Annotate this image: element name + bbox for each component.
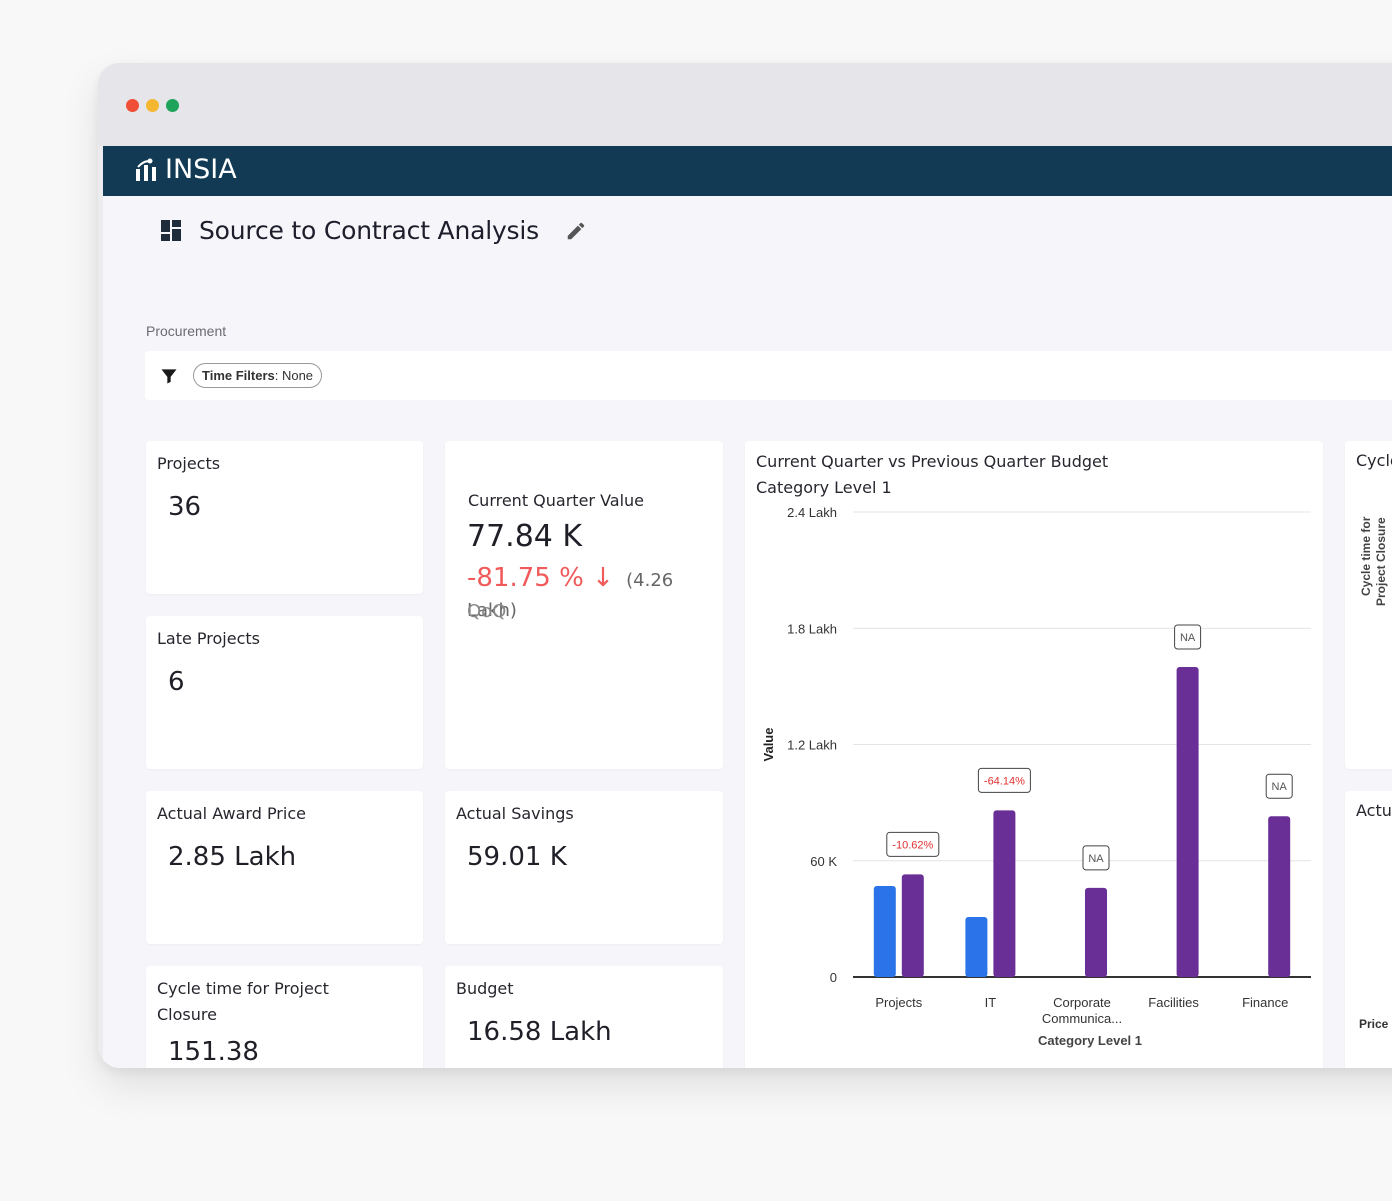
filter-bar: Time Filters: None bbox=[145, 351, 1392, 400]
cycle-time-title-line1: Cycle time for Project bbox=[157, 979, 329, 998]
close-window-button[interactable] bbox=[126, 99, 139, 112]
cycle-time-chart-title: Cycle bbox=[1356, 451, 1392, 470]
cycle-time-title: Cycle time for Project Closure bbox=[157, 976, 329, 1028]
bar-previous bbox=[1268, 816, 1291, 977]
actual-savings-value: 59.01 K bbox=[467, 842, 567, 872]
chart-title: Current Quarter vs Previous Quarter Budg… bbox=[756, 452, 1109, 471]
y-tick-label: 60 K bbox=[810, 854, 837, 869]
time-filter-value: : None bbox=[274, 368, 314, 383]
cycle-time-card[interactable]: Cycle time for Project Closure 151.38 bbox=[146, 966, 423, 1068]
actual-chart-card[interactable]: Actu Price bbox=[1345, 791, 1392, 1068]
filter-icon[interactable] bbox=[159, 366, 179, 386]
cycle-time-chart-card[interactable]: Cycle Cycle time for Project Closure bbox=[1345, 441, 1392, 769]
edit-pencil-icon[interactable] bbox=[565, 220, 587, 242]
app-window: INSIA Source to Contract Analysis Procur… bbox=[98, 63, 1392, 1068]
y-tick-label: 1.2 Lakh bbox=[787, 738, 837, 753]
cycle-time-value: 151.38 bbox=[168, 1037, 259, 1067]
late-projects-value: 6 bbox=[168, 667, 185, 697]
app-name: INSIA bbox=[165, 154, 237, 185]
qoq-change-percent: -81.75 % bbox=[467, 563, 584, 593]
current-quarter-title: Current Quarter Value bbox=[468, 491, 645, 510]
data-label-box bbox=[886, 831, 940, 857]
budget-title: Budget bbox=[456, 979, 514, 998]
svg-text:Cycle time for: Cycle time for bbox=[1359, 516, 1373, 596]
breadcrumb-label: Procurement bbox=[146, 323, 227, 339]
x-tick-label: Facilities bbox=[1148, 995, 1199, 1010]
actual-savings-card[interactable]: Actual Savings 59.01 K bbox=[445, 791, 723, 944]
late-projects-card[interactable]: Late Projects 6 bbox=[146, 616, 423, 769]
time-filter-chip[interactable]: Time Filters: None bbox=[193, 363, 323, 388]
previous-quarter-value: (4.26 Lakh) bbox=[467, 570, 674, 621]
bar-current bbox=[873, 885, 896, 977]
maximize-window-button[interactable] bbox=[166, 99, 179, 112]
bar-current bbox=[965, 916, 988, 977]
bar-previous bbox=[901, 874, 924, 977]
projects-title: Projects bbox=[157, 454, 221, 473]
cycle-time-axis-label: Cycle time for Project Closure bbox=[1359, 516, 1388, 606]
y-tick-label: 2.4 Lakh bbox=[787, 505, 837, 520]
chart-subtitle: Category Level 1 bbox=[756, 478, 892, 497]
late-projects-title: Late Projects bbox=[157, 629, 260, 648]
bar-previous bbox=[1176, 667, 1199, 977]
qoq-change-row: -81.75 % ↓ (4.26 Lakh) bbox=[467, 563, 723, 623]
actual-chart-axis-label: Price bbox=[1359, 1017, 1389, 1031]
breadcrumb[interactable]: Procurement bbox=[146, 323, 226, 341]
data-label: NA bbox=[1088, 853, 1104, 865]
current-quarter-value: 77.84 K bbox=[467, 519, 583, 554]
projects-card[interactable]: Projects 36 bbox=[146, 441, 423, 594]
qoq-label: QoQ bbox=[467, 601, 507, 622]
dashboard-content: Source to Contract Analysis Procurement … bbox=[103, 196, 1392, 1068]
bar-chart: 0 60 K 1.2 Lakh 1.8 Lakh 2.4 Lakh Value -10.62… bbox=[761, 505, 1311, 1048]
budget-comparison-chart-card[interactable]: Current Quarter vs Previous Quarter Budg… bbox=[745, 441, 1323, 1068]
page-header: Source to Contract Analysis bbox=[161, 216, 587, 245]
page-title: Source to Contract Analysis bbox=[199, 216, 539, 245]
y-tick-label: 1.8 Lakh bbox=[787, 621, 837, 636]
bar-previous bbox=[1085, 887, 1107, 977]
actual-award-price-card[interactable]: Actual Award Price 2.85 Lakh bbox=[146, 791, 423, 944]
data-label-box bbox=[977, 767, 1031, 793]
data-label-box bbox=[1082, 845, 1110, 871]
app-logo[interactable]: INSIA bbox=[135, 154, 237, 185]
dashboard-grid-icon bbox=[161, 219, 181, 241]
actual-chart-title: Actu bbox=[1356, 801, 1392, 820]
svg-text:Project Closure: Project Closure bbox=[1374, 517, 1388, 606]
x-tick-label: Projects bbox=[875, 995, 922, 1010]
data-label-box bbox=[1265, 773, 1293, 799]
x-axis-label: Category Level 1 bbox=[1038, 1033, 1142, 1048]
arrow-down-icon: ↓ bbox=[592, 563, 614, 593]
time-filter-label: Time Filters bbox=[202, 368, 275, 383]
bar-previous bbox=[993, 810, 1016, 977]
data-label: -10.62% bbox=[892, 839, 933, 851]
current-quarter-card[interactable]: Current Quarter Value 77.84 K -81.75 % ↓… bbox=[445, 441, 723, 769]
data-label-box bbox=[1174, 624, 1202, 650]
minimize-window-button[interactable] bbox=[146, 99, 159, 112]
budget-card[interactable]: Budget 16.58 Lakh bbox=[445, 966, 723, 1068]
cycle-time-title-line2: Closure bbox=[157, 1005, 217, 1024]
projects-value: 36 bbox=[168, 492, 202, 522]
app-header: INSIA bbox=[103, 146, 1392, 196]
data-label: NA bbox=[1180, 632, 1196, 644]
actual-savings-title: Actual Savings bbox=[456, 804, 574, 823]
y-tick-label: 0 bbox=[830, 970, 837, 985]
actual-award-price-value: 2.85 Lakh bbox=[168, 842, 297, 872]
insia-logo-icon bbox=[136, 158, 156, 181]
x-tick-label: Corporate bbox=[1053, 995, 1111, 1010]
budget-value: 16.58 Lakh bbox=[467, 1017, 612, 1047]
data-label: -64.14% bbox=[984, 775, 1025, 787]
actual-award-price-title: Actual Award Price bbox=[157, 804, 306, 823]
data-label: NA bbox=[1272, 781, 1288, 793]
window-titlebar bbox=[98, 63, 1392, 146]
x-tick-label: IT bbox=[985, 995, 997, 1010]
chart-title-block: Current Quarter vs Previous Quarter Budg… bbox=[756, 449, 1108, 501]
x-tick-label: Communica... bbox=[1042, 1011, 1122, 1026]
x-tick-label: Finance bbox=[1242, 995, 1288, 1010]
y-axis-label: Value bbox=[761, 728, 776, 762]
